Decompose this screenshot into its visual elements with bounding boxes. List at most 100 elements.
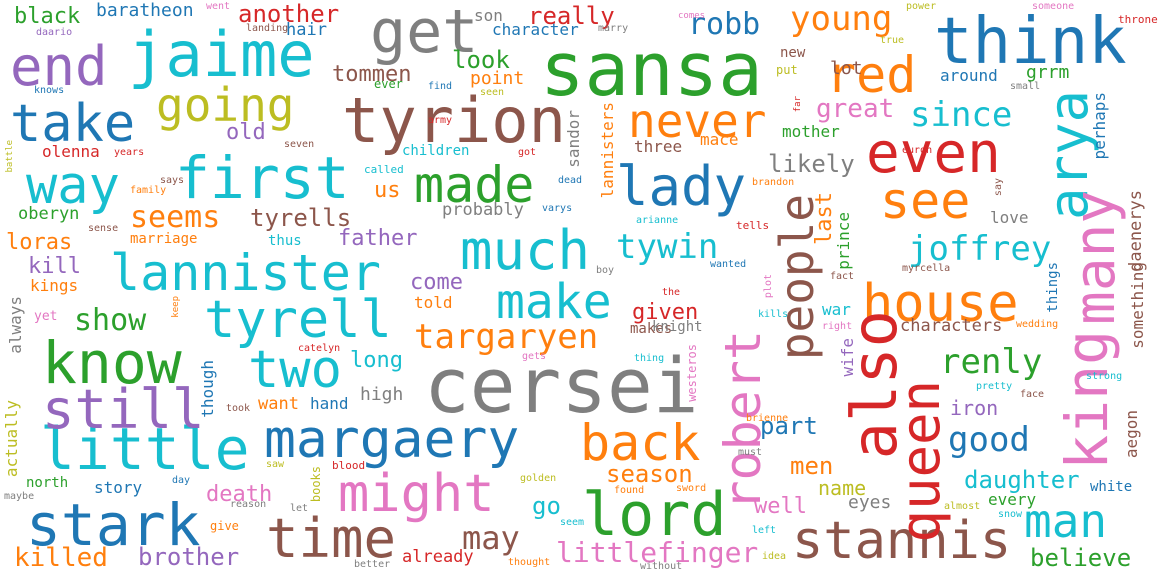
word-cersei: cersei (424, 341, 699, 430)
word-knight: knight (652, 319, 703, 335)
word-black: black (14, 4, 81, 29)
word-brienne: brienne (746, 413, 789, 424)
word-books: books (309, 466, 323, 503)
word-plot: plot (763, 274, 774, 299)
word-knows: knows (34, 85, 65, 96)
word-thought: thought (508, 557, 551, 568)
word-every: every (988, 490, 1037, 509)
word-around: around (940, 66, 998, 85)
word-found: found (614, 485, 645, 496)
word-seem: seem (560, 517, 585, 528)
word-character: character (492, 20, 579, 39)
word-joffrey: joffrey (908, 229, 1052, 269)
word-give: give (210, 519, 239, 533)
word-actually: actually (2, 400, 21, 478)
word-since: since (910, 95, 1013, 135)
word-maybe: maybe (4, 491, 35, 502)
word-small: small (1010, 81, 1041, 92)
word-sansa: sansa (540, 27, 763, 113)
word-might: might (338, 464, 495, 524)
word-back: back (580, 414, 701, 472)
word-day: day (172, 475, 191, 486)
word-believe: believe (1030, 544, 1132, 572)
word-daario: daario (36, 27, 73, 38)
word-given: given (632, 300, 699, 325)
word-sword: sword (676, 483, 707, 494)
word-tommen: tommen (332, 62, 412, 87)
word-wife: wife (838, 338, 857, 377)
word-time: time (266, 507, 397, 570)
word-first: first (175, 144, 350, 212)
word-tells: tells (736, 219, 770, 232)
word-sense: sense (88, 223, 119, 234)
word-us: us (374, 178, 401, 203)
word-landing: landing (246, 23, 289, 34)
word-know: know (42, 329, 182, 397)
word-thing: thing (634, 353, 665, 364)
word-get: get (370, 0, 479, 67)
word-hair: hair (286, 20, 327, 40)
word-almost: almost (944, 501, 981, 512)
word-targaryen: targaryen (414, 317, 599, 357)
word-part: part (760, 412, 818, 440)
word-name: name (818, 476, 867, 500)
word-though: though (198, 360, 217, 418)
word-young: young (790, 0, 893, 39)
word-keep: keep (171, 296, 181, 318)
word-queen: queen (889, 380, 952, 543)
word-took: took (226, 403, 251, 414)
word-season: season (606, 460, 693, 488)
word-marry: marry (598, 23, 629, 34)
word-even: even (866, 121, 1001, 186)
word-margaery: margaery (264, 409, 520, 470)
word-good: good (948, 420, 1030, 460)
word-far: far (793, 96, 803, 113)
word-renly: renly (940, 342, 1043, 382)
word-say: say (993, 178, 1004, 197)
word-seven: seven (284, 139, 315, 150)
word-likely: likely (768, 150, 855, 178)
word-told: told (414, 293, 453, 312)
word-tyrion: tyrion (342, 84, 566, 157)
word-dead: dead (558, 175, 583, 186)
word-makes: makes (630, 321, 673, 337)
word-sandor: sandor (564, 110, 583, 168)
word-comes: comes (678, 11, 706, 21)
word-blood: blood (332, 459, 366, 472)
word-army: army (428, 115, 453, 126)
word-may: may (462, 519, 520, 557)
word-probably: probably (442, 200, 524, 220)
word-reason: reason (230, 499, 267, 510)
word-already: already (402, 547, 474, 567)
word-old: old (226, 120, 266, 145)
word-killed: killed (14, 543, 108, 573)
word-children: children (402, 143, 470, 159)
word-father: father (338, 226, 418, 251)
word-way: way (26, 156, 120, 216)
word-fact: fact (830, 271, 855, 282)
word-battle: battle (5, 140, 15, 173)
word-show: show (74, 303, 147, 338)
word-another: another (238, 0, 340, 28)
word-house: house (862, 274, 1019, 334)
word-much: much (460, 219, 591, 282)
word-characters: characters (900, 316, 1003, 336)
word-daenerys: daenerys (1126, 190, 1146, 272)
word-brother: brother (138, 543, 240, 571)
word-grrm: grrm (1026, 62, 1070, 83)
word-family: family (130, 185, 167, 196)
word-baratheon: baratheon (96, 0, 194, 21)
word-new: new (780, 45, 806, 61)
word-war: war (822, 300, 851, 319)
word-says: says (160, 175, 185, 186)
word-varys: varys (542, 203, 573, 214)
word-tyrell: tyrell (204, 290, 392, 350)
word-right: right (822, 321, 853, 332)
word-white: white (1090, 479, 1133, 495)
word-story: story (94, 478, 143, 497)
word-little: little (40, 415, 250, 483)
word-point: point (470, 68, 525, 89)
word-without: without (640, 561, 683, 572)
word-see: see (880, 172, 971, 230)
word-last: last (812, 192, 837, 245)
